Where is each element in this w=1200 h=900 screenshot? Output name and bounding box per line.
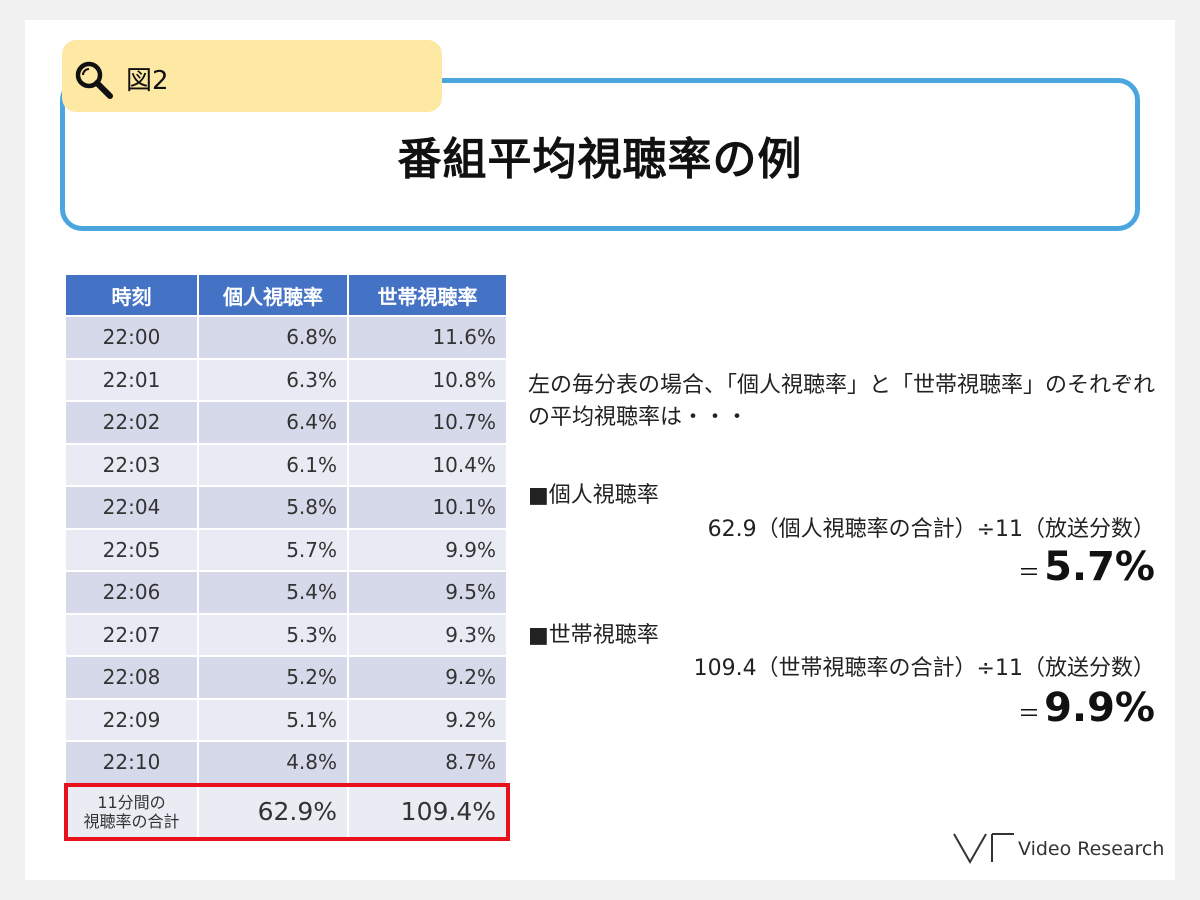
- household-rate-cell: 10.8%: [348, 357, 506, 401]
- personal-rate-cell: 5.3%: [198, 612, 349, 656]
- page-title: 番組平均視聴率の例: [397, 133, 803, 185]
- brand-name: Video Research: [1018, 838, 1165, 860]
- table-row: 22:06 5.4% 9.5%: [66, 570, 506, 614]
- personal-rate-cell: 6.4%: [198, 400, 349, 444]
- total-label: 11分間の 視聴率の合計: [66, 782, 199, 839]
- header-household-rate: 世帯視聴率: [348, 275, 506, 316]
- household-rate-cell: 10.1%: [348, 485, 506, 529]
- total-label-line1: 11分間の: [97, 792, 166, 812]
- household-rate-cell: 9.2%: [348, 697, 506, 741]
- total-highlight-box: [64, 783, 510, 841]
- header-personal-rate: 個人視聴率: [198, 275, 349, 316]
- time-cell: 22:10: [66, 740, 199, 784]
- figure-tab: [62, 40, 442, 112]
- header-time: 時刻: [66, 275, 199, 316]
- household-equals: ＝: [1018, 702, 1041, 727]
- time-cell: 22:08: [66, 655, 199, 699]
- household-rate-cell: 9.2%: [348, 655, 506, 699]
- figure-label: 図2: [126, 66, 169, 96]
- personal-rate-cell: 5.1%: [198, 697, 349, 741]
- time-cell: 22:07: [66, 612, 199, 656]
- personal-rate-cell: 6.3%: [198, 357, 349, 401]
- household-rate-cell: 11.6%: [348, 315, 506, 359]
- time-cell: 22:03: [66, 442, 199, 486]
- table-row: 22:05 5.7% 9.9%: [66, 527, 506, 571]
- household-rate-cell: 10.4%: [348, 442, 506, 486]
- personal-rate-cell: 5.7%: [198, 527, 349, 571]
- personal-result: ＝ 5.7%: [1018, 544, 1155, 590]
- table-row: 22:09 5.1% 9.2%: [66, 697, 506, 741]
- personal-result-value: 5.7%: [1044, 544, 1155, 590]
- personal-rate-cell: 5.8%: [198, 485, 349, 529]
- personal-rate-cell: 6.1%: [198, 442, 349, 486]
- table-row: 22:08 5.2% 9.2%: [66, 655, 506, 699]
- time-cell: 22:01: [66, 357, 199, 401]
- description-text: 左の毎分表の場合、「個人視聴率」と「世帯視聴率」のそれぞれの平均視聴率は・・・: [528, 373, 1156, 430]
- table-header-row: 時刻 個人視聴率 世帯視聴率: [66, 275, 506, 316]
- personal-heading: ■個人視聴率: [528, 483, 659, 508]
- personal-calculation: 62.9（個人視聴率の合計）÷11（放送分数）: [707, 517, 1155, 542]
- household-result-value: 9.9%: [1044, 685, 1155, 731]
- total-household-rate: 109.4%: [348, 782, 506, 839]
- household-rate-cell: 8.7%: [348, 740, 506, 784]
- viewing-rate-table: 時刻 個人視聴率 世帯視聴率 22:00 6.8% 11.6% 22:01 6.…: [66, 275, 506, 839]
- household-heading: ■世帯視聴率: [528, 623, 659, 648]
- household-result: ＝ 9.9%: [1018, 685, 1155, 731]
- household-rate-cell: 9.9%: [348, 527, 506, 571]
- total-personal-rate: 62.9%: [198, 782, 349, 839]
- table-row: 22:07 5.3% 9.3%: [66, 612, 506, 656]
- table-row: 22:01 6.3% 10.8%: [66, 357, 506, 401]
- time-cell: 22:05: [66, 527, 199, 571]
- household-calculation: 109.4（世帯視聴率の合計）÷11（放送分数）: [693, 656, 1155, 681]
- household-rate-cell: 9.5%: [348, 570, 506, 614]
- table-row: 22:00 6.8% 11.6%: [66, 315, 506, 359]
- time-cell: 22:00: [66, 315, 199, 359]
- time-cell: 22:02: [66, 400, 199, 444]
- time-cell: 22:04: [66, 485, 199, 529]
- personal-rate-cell: 5.2%: [198, 655, 349, 699]
- table-row: 22:02 6.4% 10.7%: [66, 400, 506, 444]
- personal-equals: ＝: [1018, 561, 1041, 586]
- total-label-line2: 視聴率の合計: [83, 811, 180, 831]
- personal-rate-cell: 4.8%: [198, 740, 349, 784]
- table-row: 22:03 6.1% 10.4%: [66, 442, 506, 486]
- search-icon: [75, 61, 113, 99]
- time-cell: 22:09: [66, 697, 199, 741]
- personal-rate-cell: 5.4%: [198, 570, 349, 614]
- time-cell: 22:06: [66, 570, 199, 614]
- personal-rate-cell: 6.8%: [198, 315, 349, 359]
- household-rate-cell: 9.3%: [348, 612, 506, 656]
- table-row: 22:04 5.8% 10.1%: [66, 485, 506, 529]
- household-rate-cell: 10.7%: [348, 400, 506, 444]
- table-row: 22:10 4.8% 8.7%: [66, 740, 506, 784]
- video-research-logo-icon: [953, 833, 1014, 865]
- total-row: 11分間の 視聴率の合計 62.9% 109.4%: [66, 782, 506, 839]
